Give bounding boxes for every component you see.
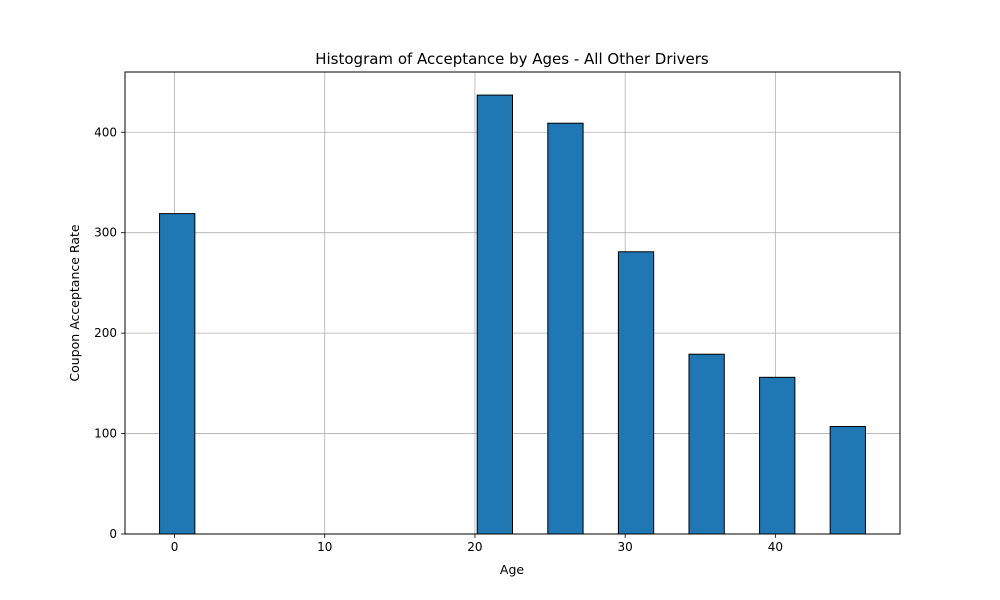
y-tick-label: 400 xyxy=(94,125,117,139)
x-axis-label: Age xyxy=(500,562,524,577)
x-tick-label: 20 xyxy=(467,540,482,554)
chart-title: Histogram of Acceptance by Ages - All Ot… xyxy=(315,50,709,68)
x-tick-label: 30 xyxy=(618,540,633,554)
y-tick-label: 300 xyxy=(94,226,117,240)
histogram-bar-6 xyxy=(829,426,866,535)
x-tick-label: 40 xyxy=(768,540,783,554)
histogram-bar-3 xyxy=(617,251,655,535)
y-tick-label: 200 xyxy=(94,326,117,340)
x-tick-label: 10 xyxy=(317,540,332,554)
histogram-bar-1 xyxy=(476,94,514,535)
histogram-bar-5 xyxy=(759,376,796,535)
plot-frame xyxy=(124,71,901,535)
histogram-bar-0 xyxy=(159,213,196,535)
y-tick-label: 100 xyxy=(94,427,117,441)
histogram-bar-4 xyxy=(688,353,725,535)
histogram-bar-2 xyxy=(547,122,584,535)
bars xyxy=(159,94,866,535)
y-tick-label: 0 xyxy=(109,527,117,541)
x-tick-label: 0 xyxy=(171,540,179,554)
y-axis-label: Coupon Acceptance Rate xyxy=(67,224,82,381)
